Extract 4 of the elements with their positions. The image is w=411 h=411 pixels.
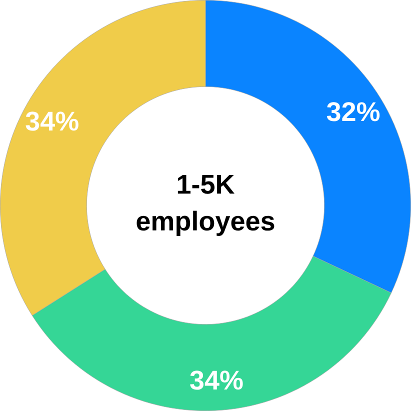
data-label: 32% <box>326 102 380 122</box>
data-label: 34% <box>26 112 78 131</box>
text: 1-5K employees <box>136 175 274 236</box>
data-label: 34% <box>190 370 243 390</box>
